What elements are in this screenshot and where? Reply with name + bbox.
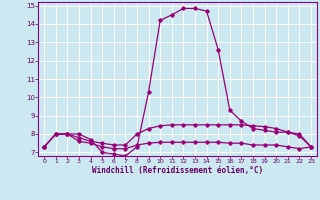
X-axis label: Windchill (Refroidissement éolien,°C): Windchill (Refroidissement éolien,°C) [92,166,263,175]
